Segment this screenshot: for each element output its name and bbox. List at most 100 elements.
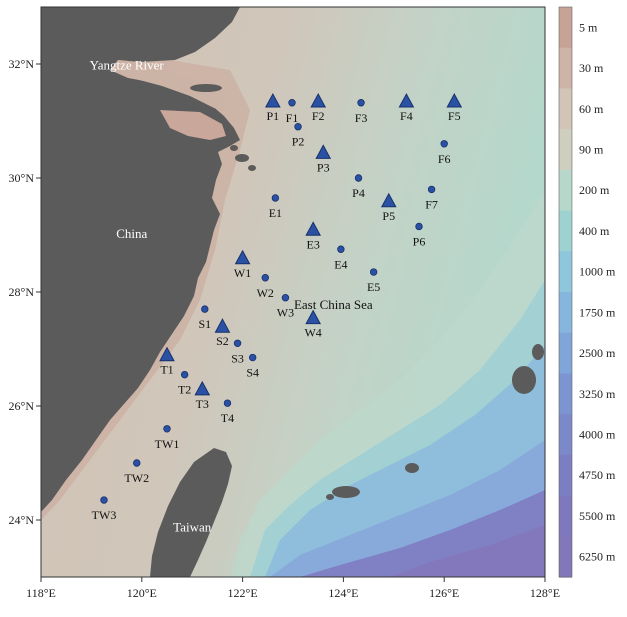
chongming-island: [190, 84, 222, 92]
coastal-island: [230, 145, 238, 151]
legend-color-swatch: [559, 332, 572, 375]
station-circle-marker: [271, 194, 280, 202]
legend-label: 5500 m: [579, 509, 616, 523]
legend-label: 30 m: [579, 61, 604, 75]
station-circle-marker: [100, 496, 108, 504]
hangzhou-bay: [160, 110, 226, 140]
legend-color-swatch: [559, 47, 572, 90]
legend-label: 6250 m: [579, 550, 616, 564]
station-triangle-marker: [305, 309, 321, 325]
station-label: W4: [304, 326, 321, 340]
station-label: W1: [234, 266, 251, 280]
station-label: S3: [231, 351, 244, 365]
y-tick-label: 30°N: [9, 171, 35, 185]
station-label: S4: [246, 366, 259, 380]
legend-color-swatch: [559, 536, 572, 578]
station-circle-marker: [133, 459, 141, 467]
legend-frame: [558, 6, 573, 578]
map-area: [41, 7, 545, 577]
legend-color-swatch: [559, 169, 572, 212]
station-triangle-marker: [194, 380, 211, 396]
zhoushan-island: [235, 154, 249, 162]
station-label: S1: [198, 317, 211, 331]
station-label: F6: [438, 152, 451, 166]
station-circle-marker: [201, 305, 209, 313]
y-tick-label: 24°N: [9, 513, 35, 527]
legend-color-swatch: [559, 88, 572, 130]
station-label: T1: [160, 363, 173, 377]
station-label: T2: [178, 383, 191, 397]
station-circle-marker: [223, 399, 232, 407]
depth-legend: 5 m 30 m 60 m 90 m 200 m 400 m 1000 m 1750 m 250…: [558, 6, 616, 578]
legend-color-swatch: [559, 210, 572, 252]
legend-label: 400 m: [579, 224, 610, 238]
station-label: F3: [355, 111, 368, 125]
station-circle-marker: [248, 353, 257, 362]
station-triangle-marker: [398, 92, 415, 108]
station-label: P4: [352, 186, 365, 200]
legend-label: 1750 m: [579, 305, 616, 319]
legend-label: 4750 m: [579, 468, 616, 482]
station-label: F2: [312, 109, 325, 123]
x-tick-label: 120°E: [127, 586, 157, 600]
legend-label: 200 m: [579, 183, 610, 197]
station-label: P3: [317, 160, 330, 174]
legend-label: 90 m: [579, 143, 604, 157]
station-circle-marker: [163, 425, 171, 433]
region-labels: Yangtze River China East China Sea Taiwan: [90, 58, 373, 535]
y-tick-label: 28°N: [9, 285, 35, 299]
legend-label: 3250 m: [579, 387, 616, 401]
station-circle-marker: [233, 339, 242, 347]
station-triangle-marker: [214, 318, 231, 333]
station-label: T4: [221, 411, 234, 425]
legend-label: 2500 m: [579, 346, 616, 360]
station-triangle-marker: [305, 221, 321, 236]
station-label: F1: [286, 111, 299, 125]
legend-label: 60 m: [579, 102, 604, 116]
station-label: W3: [277, 306, 294, 320]
station-circle-marker: [281, 294, 290, 302]
station-label: F7: [425, 197, 438, 211]
station-label: F4: [400, 109, 413, 123]
x-tick-label: 126°E: [429, 586, 459, 600]
station-triangle-marker: [310, 92, 327, 108]
station-circle-marker: [288, 99, 296, 107]
station-triangle-marker: [446, 92, 463, 108]
ryukyu-island: [332, 486, 360, 498]
ryukyu-island: [512, 366, 536, 394]
legend-color-swatch: [559, 414, 572, 456]
station-label: TW2: [124, 471, 149, 485]
legend-color-swatch: [559, 373, 572, 415]
legend-color-swatch: [559, 129, 572, 171]
ryukyu-island: [532, 344, 544, 360]
y-tick-label: 32°N: [9, 57, 35, 71]
legend-color-swatch: [559, 495, 572, 537]
station-circle-marker: [415, 222, 423, 231]
axis-ticks: 118°E 120°E 122°E 124°E 126°E 128°E 32°N 30°N 28…: [9, 57, 561, 600]
legend-label: 1000 m: [579, 265, 616, 279]
station-label: F5: [448, 109, 461, 123]
station-circle-marker: [294, 122, 302, 131]
station-circle-marker: [180, 370, 189, 379]
legend-color-swatch: [559, 251, 572, 293]
taiwan-island: [150, 448, 232, 577]
station-triangle-marker: [315, 144, 332, 159]
legend-color-swatch: [559, 292, 572, 334]
station-circle-marker: [357, 99, 365, 107]
station-circle-marker: [427, 185, 436, 194]
zhoushan-island: [248, 165, 256, 171]
station-circle-marker: [369, 268, 378, 276]
station-label: S2: [216, 334, 229, 348]
deep-shade: [390, 525, 545, 577]
x-tick-label: 128°E: [530, 586, 560, 600]
station-label: P1: [266, 109, 279, 123]
station-triangle-marker: [234, 249, 251, 265]
station-label: TW1: [155, 437, 180, 451]
station-label: W2: [257, 286, 274, 300]
region-label: Taiwan: [173, 519, 212, 534]
x-tick-label: 124°E: [328, 586, 358, 600]
legend-color-swatch: [559, 454, 572, 497]
region-label: East China Sea: [294, 297, 373, 312]
station-label: E4: [334, 257, 347, 271]
station-label: E1: [269, 206, 282, 220]
